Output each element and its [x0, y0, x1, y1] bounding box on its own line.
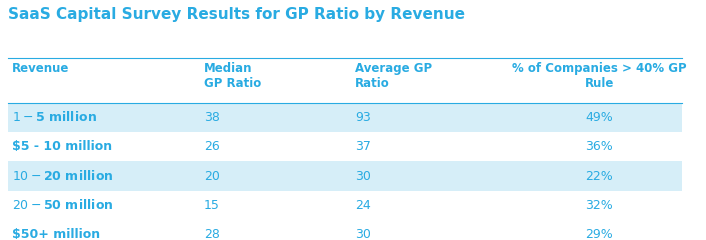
Text: 20: 20 — [204, 170, 220, 183]
Text: 28: 28 — [204, 228, 220, 240]
Text: 29%: 29% — [585, 228, 613, 240]
Bar — [8, 132, 681, 161]
Text: 36%: 36% — [585, 140, 613, 153]
Text: SaaS Capital Survey Results for GP Ratio by Revenue: SaaS Capital Survey Results for GP Ratio… — [8, 7, 465, 23]
Text: 24: 24 — [355, 199, 371, 212]
Text: 15: 15 — [204, 199, 220, 212]
Bar — [8, 103, 681, 132]
Text: $10 - $20 million: $10 - $20 million — [12, 169, 114, 183]
Text: Average GP
Ratio: Average GP Ratio — [355, 62, 432, 90]
Text: $1 - $5 million: $1 - $5 million — [12, 110, 97, 124]
Text: 37: 37 — [355, 140, 371, 153]
Bar — [8, 161, 681, 191]
Text: % of Companies > 40% GP
Rule: % of Companies > 40% GP Rule — [512, 62, 686, 90]
Bar — [8, 220, 681, 240]
Text: 38: 38 — [204, 111, 220, 124]
Text: 22%: 22% — [585, 170, 613, 183]
Text: 30: 30 — [355, 228, 371, 240]
Text: 32%: 32% — [585, 199, 613, 212]
Text: 49%: 49% — [585, 111, 613, 124]
Text: 93: 93 — [355, 111, 371, 124]
Text: 30: 30 — [355, 170, 371, 183]
Text: 26: 26 — [204, 140, 220, 153]
Text: Median
GP Ratio: Median GP Ratio — [204, 62, 261, 90]
Text: $5 - 10 million: $5 - 10 million — [12, 140, 112, 153]
Bar — [8, 191, 681, 220]
Text: $50+ million: $50+ million — [12, 228, 100, 240]
Text: $20 - $50 million: $20 - $50 million — [12, 198, 114, 212]
Text: Revenue: Revenue — [12, 62, 69, 75]
